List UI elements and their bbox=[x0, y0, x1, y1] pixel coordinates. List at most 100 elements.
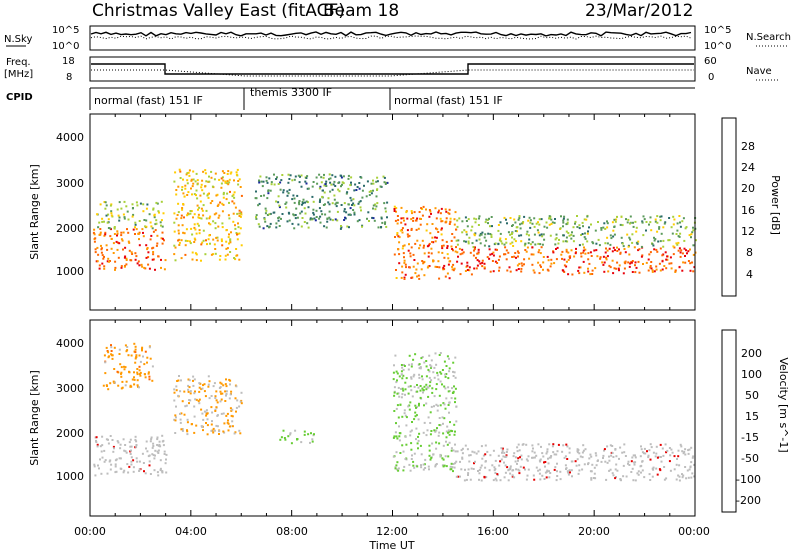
scatter-cell bbox=[452, 449, 455, 452]
scatter-cell bbox=[570, 237, 573, 240]
scatter-cell bbox=[263, 218, 266, 221]
scatter-cell bbox=[631, 233, 634, 236]
scatter-cell bbox=[235, 232, 238, 234]
scatter-cell bbox=[621, 224, 624, 227]
scatter-cell bbox=[214, 397, 217, 399]
scatter-cell bbox=[142, 235, 145, 238]
scatter-cell bbox=[673, 218, 676, 221]
scatter-cell bbox=[340, 176, 343, 179]
scatter-cell bbox=[404, 414, 407, 417]
scatter-cell bbox=[155, 222, 158, 225]
scatter-cell bbox=[360, 209, 362, 212]
scatter-cell bbox=[538, 472, 541, 475]
scatter-cell bbox=[543, 225, 546, 228]
scatter-cell bbox=[398, 262, 401, 265]
scatter-cell bbox=[629, 215, 632, 218]
scatter-cell bbox=[104, 231, 107, 234]
scatter-cell bbox=[652, 451, 655, 454]
scatter-cell bbox=[654, 455, 657, 458]
scatter-cell bbox=[186, 172, 189, 175]
scatter-cell bbox=[612, 456, 615, 458]
scatter-cell bbox=[499, 237, 502, 240]
scatter-cell bbox=[674, 269, 677, 272]
scatter-cell bbox=[429, 411, 432, 414]
scatter-cell bbox=[393, 435, 396, 438]
power-cbar-tick-20: 20 bbox=[741, 182, 755, 195]
scatter-cell bbox=[573, 255, 576, 258]
scatter-cell bbox=[615, 463, 618, 466]
xtick-1600: 16:00 bbox=[477, 525, 509, 538]
scatter-cell bbox=[439, 371, 442, 374]
scatter-cell bbox=[223, 431, 226, 434]
scatter-cell bbox=[450, 449, 453, 452]
scatter-cell bbox=[202, 418, 205, 421]
scatter-cell bbox=[341, 181, 344, 184]
scatter-cell bbox=[262, 227, 265, 230]
scatter-cell bbox=[448, 433, 451, 436]
scatter-cell bbox=[468, 269, 471, 272]
scatter-cell bbox=[646, 450, 648, 453]
scatter-cell bbox=[123, 256, 126, 259]
scatter-cell bbox=[442, 244, 445, 247]
scatter-cell bbox=[144, 373, 146, 376]
scatter-cell bbox=[379, 185, 382, 188]
scatter-cell bbox=[159, 459, 162, 462]
scatter-cell bbox=[620, 215, 623, 218]
scatter-cell bbox=[661, 260, 664, 263]
scatter-cell bbox=[175, 217, 178, 220]
scatter-cell bbox=[427, 416, 430, 419]
scatter-cell bbox=[518, 449, 521, 452]
scatter-cell bbox=[213, 382, 216, 385]
scatter-cell bbox=[136, 379, 139, 382]
scatter-cell bbox=[517, 255, 519, 258]
scatter-cell bbox=[595, 464, 598, 467]
scatter-cell bbox=[694, 239, 697, 242]
scatter-cell bbox=[188, 399, 191, 401]
scatter-cell bbox=[206, 424, 209, 427]
scatter-cell bbox=[574, 220, 577, 223]
scatter-cell bbox=[453, 433, 456, 436]
scatter-cell bbox=[145, 447, 147, 450]
scatter-cell bbox=[568, 234, 571, 237]
scatter-cell bbox=[225, 229, 228, 232]
scatter-cell bbox=[685, 226, 688, 229]
scatter-cell bbox=[207, 196, 210, 199]
scatter-cell bbox=[235, 173, 238, 176]
scatter-cell bbox=[459, 273, 462, 276]
scatter-cell bbox=[626, 233, 629, 236]
scatter-cell bbox=[440, 372, 443, 375]
scatter-cell bbox=[434, 465, 437, 468]
scatter-cell bbox=[492, 479, 495, 482]
scatter-cell bbox=[287, 192, 290, 195]
scatter-cell bbox=[421, 375, 423, 378]
scatter-cell bbox=[540, 218, 543, 221]
scatter-cell bbox=[350, 181, 352, 184]
scatter-cell bbox=[228, 233, 230, 236]
scatter-cell bbox=[448, 411, 450, 414]
scatter-cell bbox=[594, 477, 597, 480]
scatter-cell bbox=[104, 201, 107, 204]
scatter-cell bbox=[448, 401, 451, 404]
scatter-cell bbox=[137, 260, 140, 263]
scatter-cell bbox=[456, 243, 459, 246]
scatter-cell bbox=[442, 432, 445, 435]
scatter-cell bbox=[429, 458, 432, 461]
scatter-cell bbox=[651, 270, 654, 273]
scatter-cell bbox=[463, 240, 466, 243]
scatter-cell bbox=[227, 236, 230, 239]
scatter-cell bbox=[684, 466, 687, 468]
scatter-cell bbox=[258, 179, 260, 182]
scatter-cell bbox=[128, 241, 131, 244]
scatter-cell bbox=[514, 456, 517, 459]
scatter-cell bbox=[435, 441, 438, 444]
scatter-cell bbox=[449, 421, 451, 424]
scatter-cell bbox=[181, 208, 184, 211]
scatter-cell bbox=[432, 453, 435, 456]
scatter-cell bbox=[578, 227, 581, 230]
scatter-cell bbox=[606, 461, 609, 464]
scatter-cell bbox=[280, 436, 283, 439]
scatter-cell bbox=[473, 248, 476, 251]
scatter-cell bbox=[520, 270, 523, 273]
scatter-cell bbox=[650, 261, 653, 263]
